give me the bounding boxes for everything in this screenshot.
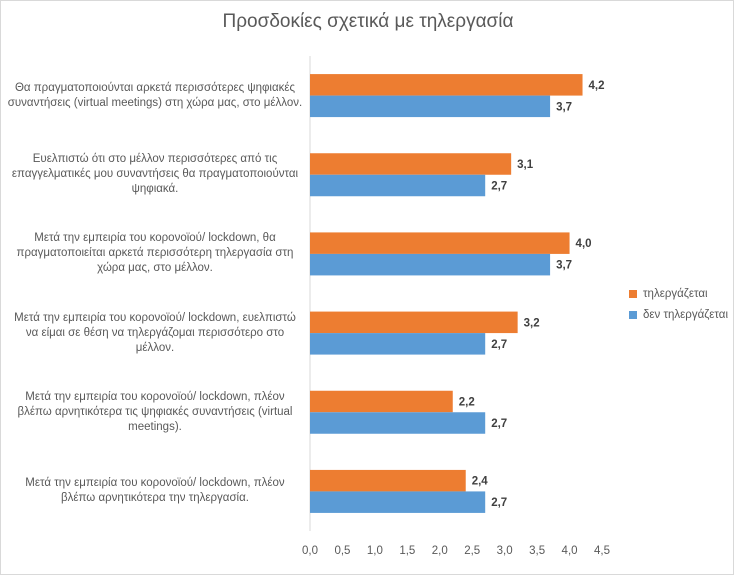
category-label: Θα πραγματοποιούνται αρκετά περισσότερες… <box>7 81 303 109</box>
data-label: 3,7 <box>556 260 572 272</box>
legend-label: τηλεργάζεται <box>643 288 708 300</box>
data-label: 3,7 <box>556 101 572 113</box>
x-tick-label: 4,5 <box>594 545 610 557</box>
x-tick-label: 4,0 <box>562 545 578 557</box>
category-label: Μετά την εμπειρία του κορονοϊού/ lockdow… <box>16 232 294 275</box>
bar <box>310 412 486 434</box>
data-label: 3,1 <box>517 159 534 171</box>
bar <box>310 253 551 276</box>
legend-swatch <box>629 290 637 298</box>
x-tick-label: 1,0 <box>367 545 383 557</box>
data-label: 2,2 <box>459 397 475 409</box>
data-label: 4,0 <box>576 238 592 250</box>
x-tick-label: 3,0 <box>497 545 513 557</box>
bar <box>310 469 466 492</box>
bar <box>310 153 512 175</box>
x-tick-label: 2,0 <box>432 545 448 557</box>
category-label: Μετά την εμπειρία του κορονοϊού/ lockdow… <box>17 390 293 433</box>
x-tick-label: 2,5 <box>464 545 480 557</box>
bar <box>310 95 551 118</box>
bar <box>310 390 453 413</box>
legend-swatch <box>629 311 637 319</box>
category-label: Μετά την εμπειρία του κορονοϊού/ lockdow… <box>25 477 285 505</box>
data-label: 2,7 <box>491 418 507 430</box>
x-tick-label: 3,5 <box>529 545 545 557</box>
data-label: 2,4 <box>472 476 489 488</box>
category-label: Μετά την εμπειρία του κορονοϊού/ lockdow… <box>14 311 296 354</box>
data-label: 4,2 <box>589 80 605 92</box>
bar <box>310 491 486 513</box>
chart-title: Προσδοκίες σχετικά με τηλεργασία <box>222 11 514 32</box>
legend-item-0: τηλεργάζεται <box>629 288 708 300</box>
bar <box>310 311 518 334</box>
bar <box>310 174 486 197</box>
bar <box>310 232 570 254</box>
data-label: 3,2 <box>524 317 540 329</box>
category-label: Ευελπιστώ ότι στο μέλλον περισσότερες απ… <box>11 153 299 196</box>
x-tick-label: 0,5 <box>334 545 350 557</box>
bar <box>310 333 486 355</box>
legend-item-1: δεν τηλεργάζεται <box>629 309 728 321</box>
data-label: 2,7 <box>491 181 507 193</box>
legend-label: δεν τηλεργάζεται <box>643 309 729 321</box>
bar <box>310 74 583 96</box>
x-tick-label: 1,5 <box>399 545 415 557</box>
x-tick-label: 0,0 <box>302 545 318 557</box>
data-label: 2,7 <box>491 339 507 351</box>
data-label: 2,7 <box>491 497 507 509</box>
